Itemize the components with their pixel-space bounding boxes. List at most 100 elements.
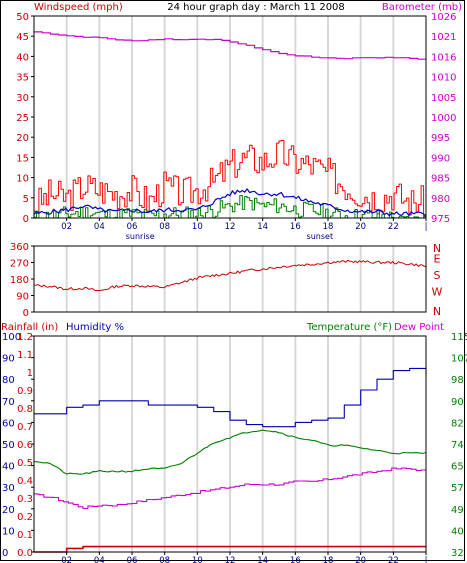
humidity-tick-label: 70 [2, 397, 15, 408]
windspeed-tick-label: 35 [16, 73, 29, 84]
humidity-tick-label: 50 [2, 440, 15, 451]
humidity-tick-label: 100 [2, 332, 21, 343]
x-tick-label: 04 [94, 556, 105, 563]
direction-tick-label: 90 [16, 292, 29, 303]
temperature-tick-label: 74 [451, 440, 464, 451]
rainfall-tick-label: 0.3 [17, 494, 33, 505]
compass-label: W [432, 286, 443, 299]
barometer-tick-label: 1000 [431, 113, 456, 124]
x-tick-label: 16 [290, 556, 301, 563]
humidity-tick-label: 30 [2, 483, 15, 494]
windspeed-tick-label: 40 [16, 52, 29, 63]
barometer-tick-label: 985 [431, 174, 450, 185]
rainfall-tick-label: 1 [27, 368, 33, 379]
rainfall-tick-label: 0.9 [17, 386, 33, 397]
barometer-tick-label: 980 [431, 194, 450, 205]
rainfall-tick-label: 0.6 [17, 440, 33, 451]
rainfall-tick-label: 1.2 [17, 332, 33, 343]
x-tick-label: 04 [94, 222, 105, 232]
x-tick-label: 22 [388, 222, 399, 232]
barometer-axis-title: Barometer (mb) [382, 2, 462, 13]
x-tick-label: | [425, 556, 428, 563]
humidity-tick-label: 0 [2, 548, 8, 559]
windspeed-tick-label: 20 [16, 133, 29, 144]
x-tick-label: 18 [323, 556, 334, 563]
humidity-tick-label: 80 [2, 375, 15, 386]
rainfall-tick-label: 0.5 [17, 458, 33, 469]
compass-label: E [434, 253, 441, 266]
x-tick-label: | [425, 222, 428, 232]
temperature-axis-title: Temperature (°F) [306, 322, 392, 333]
compass-label: N [433, 242, 441, 255]
direction-tick-label: 180 [10, 275, 29, 286]
temperature-tick-label: 57 [451, 483, 464, 494]
x-tick-label: 10 [192, 222, 203, 232]
x-tick-label: 16 [290, 222, 301, 232]
direction-plot-area [33, 245, 427, 313]
x-tick-label: 12 [225, 556, 236, 563]
barometer-tick-label: 990 [431, 153, 450, 164]
gust-line [34, 140, 427, 217]
humidity-tick-label: 20 [2, 505, 15, 516]
average-wind-line [33, 188, 427, 217]
x-tick-label: 06 [127, 222, 138, 232]
humidity-line [34, 367, 427, 428]
temperature-tick-label: 32 [451, 548, 464, 559]
barometer-tick-label: 1010 [431, 73, 456, 84]
rainfall-tick-label: 0.7 [17, 422, 33, 433]
temperature-tick-label: 115 [451, 332, 467, 343]
dewpoint-axis-title: Dew Point [394, 322, 444, 333]
humidity-axis-title: Humidity % [66, 322, 124, 333]
windspeed-axis-title: Windspeed (mph) [34, 2, 123, 13]
sunrise-label: sunrise [126, 232, 155, 241]
temperature-tick-label: 98 [451, 375, 464, 386]
direction-tick-label: 0 [23, 308, 29, 319]
sunset-label: sunset [307, 232, 334, 241]
barometer-tick-label: 975 [431, 214, 450, 225]
temperature-tick-label: 90 [451, 397, 464, 408]
dewpoint-line [34, 467, 427, 510]
x-tick-label: 08 [159, 556, 170, 563]
windspeed-tick-label: 30 [16, 93, 29, 104]
x-tick-label: 02 [61, 556, 72, 563]
direction-tick-label: 270 [10, 259, 29, 270]
barometer-line [34, 31, 427, 60]
windspeed-tick-label: 45 [16, 32, 29, 43]
x-tick-label: 08 [159, 222, 170, 232]
rainfall-tick-label: 1.1 [17, 350, 33, 361]
barometer-tick-label: 1005 [431, 93, 456, 104]
barometer-tick-label: 1026 [431, 12, 456, 23]
rainfall-tick-label: 0.2 [17, 512, 33, 523]
temperature-tick-label: 65 [451, 462, 464, 473]
windspeed-tick-label: 0 [23, 214, 29, 225]
barometer-tick-label: 1016 [431, 52, 456, 63]
rainfall-axis-title: Rainfall (in) [1, 322, 58, 333]
humidity-tick-label: 90 [2, 354, 15, 365]
humidity-tick-label: 10 [2, 526, 15, 537]
rainfall-tick-label: 0.0 [17, 548, 33, 559]
x-tick-label: 14 [257, 556, 268, 563]
x-tick-label: 22 [388, 556, 399, 563]
temperature-tick-label: 49 [451, 505, 464, 516]
temperature-tick-label: 82 [451, 418, 464, 429]
humidity-tick-label: 40 [2, 462, 15, 473]
rainfall-tick-label: 0.8 [17, 404, 33, 415]
windspeed-tick-label: 5 [23, 194, 29, 205]
x-tick-label: 20 [355, 556, 366, 563]
x-tick-label: 02 [61, 222, 72, 232]
rainfall-tick-label: 0.1 [17, 530, 33, 541]
x-tick-label: 14 [257, 222, 268, 232]
compass-label: S [434, 269, 441, 282]
x-tick-label: 18 [323, 222, 334, 232]
compass-label: N [433, 305, 441, 318]
x-tick-label: 06 [127, 556, 138, 563]
chart-title: 24 hour graph day : March 11 2008 [167, 2, 345, 13]
barometer-tick-label: 995 [431, 133, 450, 144]
wind-direction-line [33, 259, 426, 291]
temperature-tick-label: 107 [451, 354, 467, 365]
windspeed-tick-label: 50 [16, 12, 29, 23]
barometer-tick-label: 1021 [431, 32, 456, 43]
temperature-tick-label: 40 [451, 526, 464, 537]
rainfall-line [34, 545, 426, 553]
